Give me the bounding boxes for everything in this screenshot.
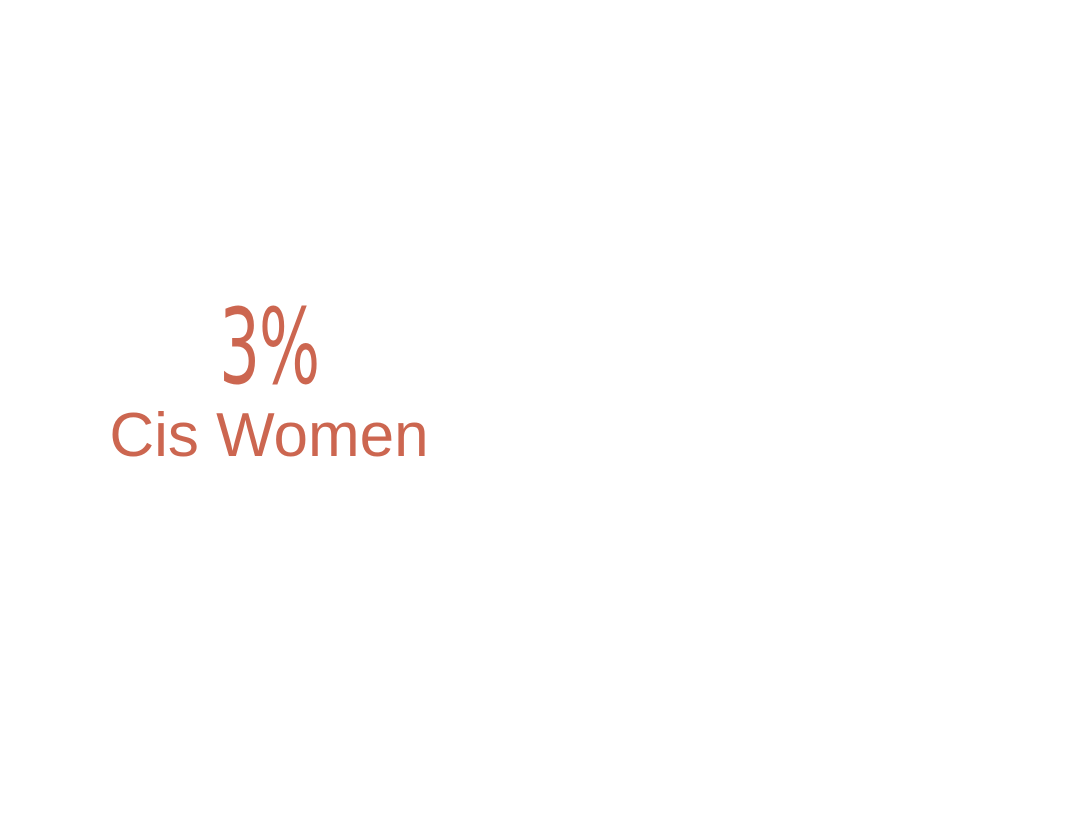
- stat-percentage: 3%: [219, 286, 320, 408]
- stat-label: Cis Women: [109, 401, 429, 470]
- stat-block: 3% Cis Women: [104, 292, 434, 472]
